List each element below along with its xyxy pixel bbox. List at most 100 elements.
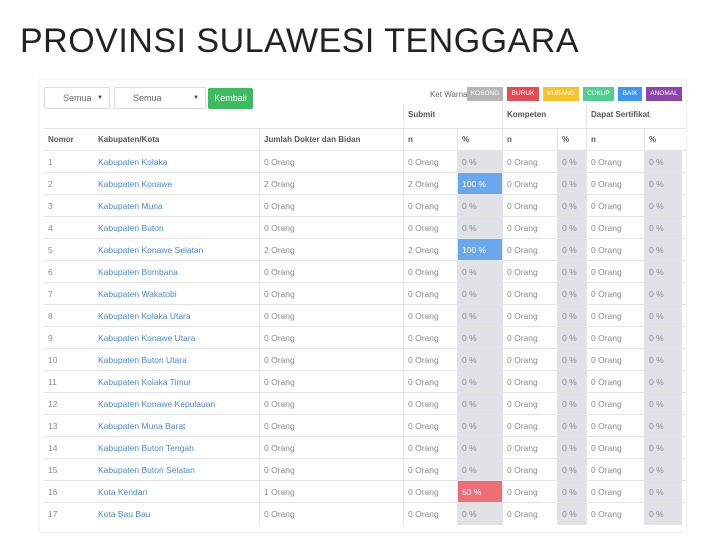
kompeten-pct-cell: 0 %: [557, 283, 586, 305]
submit-n-cell: 0 Orang: [403, 371, 457, 393]
sertifikat-n-cell: 0 Orang: [586, 371, 644, 393]
sertifikat-n-cell: 0 Orang: [586, 349, 644, 371]
sertifikat-n-cell: 0 Orang: [586, 283, 644, 305]
kompeten-n-cell: 0 Orang: [502, 327, 557, 349]
sertifikat-pct-cell: 0 %: [644, 283, 682, 305]
kompeten-n-cell: 0 Orang: [502, 371, 557, 393]
row-number: 3: [48, 201, 53, 211]
jumlah-cell: 1 Orang: [259, 481, 403, 503]
table-row: 1 Kabupaten Kolaka 0 Orang 0 Orang 0 % 0 Oran…: [44, 150, 686, 173]
kompeten-n-cell: 0 Orang: [502, 239, 557, 261]
sertifikat-pct-cell: 0 %: [644, 239, 682, 261]
submit-n-cell: 0 Orang: [403, 217, 457, 239]
sertifikat-n-cell: 0 Orang: [586, 151, 644, 173]
kompeten-n-cell: 0 Orang: [502, 151, 557, 173]
submit-pct-cell: 0 %: [457, 261, 502, 283]
jumlah-cell: 0 Orang: [259, 415, 403, 437]
row-number: 7: [48, 289, 53, 299]
submit-pct-cell: 0 %: [457, 415, 502, 437]
sertifikat-n-cell: 0 Orang: [586, 173, 644, 195]
sertifikat-pct-cell: 0 %: [644, 195, 682, 217]
group-header: Kompeten: [502, 104, 586, 126]
kabupaten-link[interactable]: Kabupaten Buton Selatan: [98, 465, 195, 475]
select-value: Semua: [63, 93, 92, 103]
sertifikat-pct-cell: 0 %: [644, 305, 682, 327]
row-number: 12: [48, 399, 58, 409]
column-header: n: [502, 129, 557, 151]
submit-n-cell: 0 Orang: [403, 283, 457, 305]
slide-title: PROVINSI SULAWESI TENGGARA: [20, 22, 580, 60]
submit-n-cell: 0 Orang: [403, 437, 457, 459]
group-header-row: Submit Kompeten Dapat Sertifikat: [44, 104, 686, 126]
kabupaten-link[interactable]: Kabupaten Konawe Kepulauan: [98, 399, 216, 409]
legend-cukup: CUKUP: [583, 87, 614, 101]
kompeten-pct-cell: 0 %: [557, 239, 586, 261]
kota-filter-select[interactable]: Semua ▼: [114, 87, 206, 109]
submit-n-cell: 0 Orang: [403, 305, 457, 327]
row-number: 9: [48, 333, 53, 343]
group-header: Submit: [403, 104, 514, 126]
sertifikat-n-cell: 0 Orang: [586, 459, 644, 481]
kompeten-pct-cell: 0 %: [557, 393, 586, 415]
kabupaten-link[interactable]: Kabupaten Kolaka Utara: [98, 311, 191, 321]
kabupaten-link[interactable]: Kabupaten Konawe Selatan: [98, 245, 204, 255]
sertifikat-pct-cell: 0 %: [644, 503, 682, 525]
submit-pct-cell: 0 %: [457, 283, 502, 305]
kabupaten-link[interactable]: Kabupaten Bombana: [98, 267, 178, 277]
sertifikat-pct-cell: 0 %: [644, 327, 682, 349]
submit-pct-cell: 0 %: [457, 349, 502, 371]
kompeten-n-cell: 0 Orang: [502, 393, 557, 415]
sertifikat-n-cell: 0 Orang: [586, 305, 644, 327]
column-header: Jumlah Dokter dan Bidan: [259, 129, 403, 151]
kompeten-pct-cell: 0 %: [557, 217, 586, 239]
row-number: 5: [48, 245, 53, 255]
kompeten-pct-cell: 0 %: [557, 459, 586, 481]
row-number: 13: [48, 421, 58, 431]
table-row: 7 Kabupaten Wakatobi 0 Orang 0 Orang 0 % 0 Or…: [44, 282, 686, 305]
sertifikat-n-cell: 0 Orang: [586, 239, 644, 261]
kabupaten-link[interactable]: Kabupaten Konawe Utara: [98, 333, 196, 343]
row-number: 15: [48, 465, 58, 475]
submit-pct-cell: 100 %: [457, 173, 502, 195]
table-row: 12 Kabupaten Konawe Kepulauan 0 Orang 0 Ora…: [44, 392, 686, 415]
sertifikat-n-cell: 0 Orang: [586, 503, 644, 525]
jumlah-cell: 0 Orang: [259, 305, 403, 327]
kabupaten-link[interactable]: Kota Bau Bau: [98, 509, 151, 519]
submit-n-cell: 2 Orang: [403, 173, 457, 195]
kompeten-n-cell: 0 Orang: [502, 481, 557, 503]
table-row: 8 Kabupaten Kolaka Utara 0 Orang 0 Orang 0 %…: [44, 304, 686, 327]
kabupaten-link[interactable]: Kabupaten Konawe: [98, 179, 173, 189]
kabupaten-link[interactable]: Kota Kendari: [98, 487, 148, 497]
table-row: 10 Kabupaten Buton Utara 0 Orang 0 Orang 0 %…: [44, 348, 686, 371]
submit-n-cell: 2 Orang: [403, 239, 457, 261]
kabupaten-link[interactable]: Kabupaten Kolaka: [98, 157, 168, 167]
kabupaten-filter-select[interactable]: Semua ▼: [44, 87, 110, 109]
chevron-down-icon: ▼: [97, 95, 103, 101]
kabupaten-link[interactable]: Kabupaten Buton Utara: [98, 355, 187, 365]
jumlah-cell: 0 Orang: [259, 349, 403, 371]
jumlah-cell: 0 Orang: [259, 217, 403, 239]
kabupaten-link[interactable]: Kabupaten Kolaka Timur: [98, 377, 192, 387]
kabupaten-link[interactable]: Kabupaten Wakatobi: [98, 289, 177, 299]
submit-n-cell: 0 Orang: [403, 481, 457, 503]
row-number: 8: [48, 311, 53, 321]
table-row: 2 Kabupaten Konawe 2 Orang 2 Orang 100 % 0 Or…: [44, 172, 686, 195]
back-button[interactable]: Kembali: [208, 88, 253, 109]
kabupaten-link[interactable]: Kabupaten Buton Tengah: [98, 443, 194, 453]
group-header: Dapat Sertifikat: [586, 104, 682, 126]
submit-pct-cell: 0 %: [457, 393, 502, 415]
kompeten-pct-cell: 0 %: [557, 173, 586, 195]
dashboard-panel: Semua ▼ Semua ▼ Kembali Ket Warna : KOSO…: [40, 80, 686, 532]
table-row: 3 Kabupaten Muna 0 Orang 0 Orang 0 % 0 Orang 0…: [44, 194, 686, 217]
sertifikat-pct-cell: 0 %: [644, 371, 682, 393]
table-row: 14 Kabupaten Buton Tengah 0 Orang 0 Orang 0 …: [44, 436, 686, 459]
kabupaten-link[interactable]: Kabupaten Buton: [98, 223, 164, 233]
kabupaten-link[interactable]: Kabupaten Muna Barat: [98, 421, 186, 431]
sertifikat-n-cell: 0 Orang: [586, 327, 644, 349]
submit-n-cell: 0 Orang: [403, 349, 457, 371]
row-number: 16: [48, 487, 58, 497]
kompeten-pct-cell: 0 %: [557, 195, 586, 217]
jumlah-cell: 0 Orang: [259, 261, 403, 283]
kabupaten-link[interactable]: Kabupaten Muna: [98, 201, 163, 211]
row-number: 10: [48, 355, 58, 365]
